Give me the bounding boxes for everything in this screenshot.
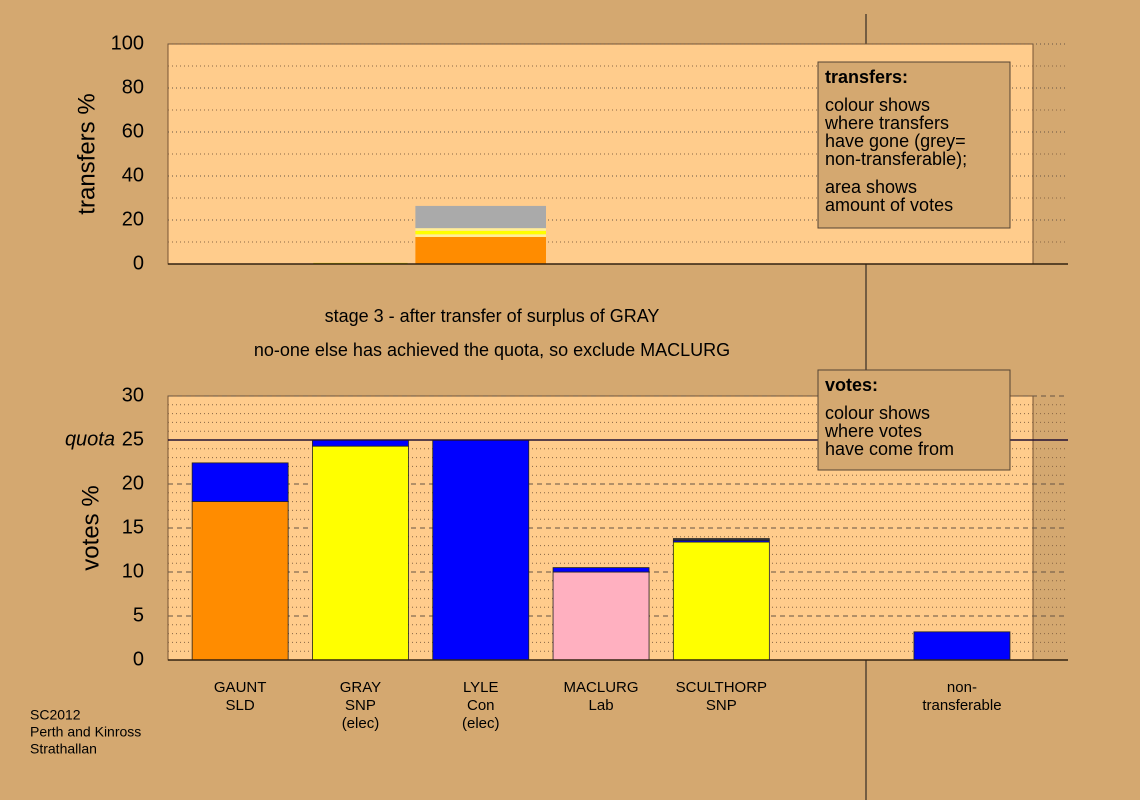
x-tick-label: transferable — [922, 697, 1001, 714]
bar-segment — [552, 567, 650, 573]
x-tick-label: SNP — [706, 697, 737, 714]
bar-segment — [672, 538, 770, 541]
x-tick-label: Con — [467, 697, 495, 714]
y-tick-label: 0 — [133, 252, 144, 274]
y-axis-label: transfers % — [73, 93, 100, 214]
x-tick-label: non- — [947, 679, 977, 696]
transfer-segment — [415, 205, 547, 229]
x-tick-label: (elec) — [342, 715, 380, 732]
note-text: area shows — [825, 177, 917, 197]
note-text: have gone (grey= — [825, 131, 966, 151]
note-text: non-transferable); — [825, 149, 967, 169]
transfer-segment — [415, 228, 547, 231]
y-tick-label: 25 — [122, 428, 144, 450]
bar-segment — [312, 445, 409, 661]
note-text: colour shows — [825, 403, 930, 423]
x-tick-label: Lab — [589, 697, 614, 714]
note-text: have come from — [825, 439, 954, 459]
note-text: where votes — [824, 421, 922, 441]
note-box — [817, 369, 1011, 471]
bar-segment — [913, 631, 1011, 661]
transfer-segment — [415, 236, 547, 264]
transfer-segment — [415, 230, 547, 235]
y-tick-label: 10 — [122, 560, 144, 582]
x-tick-label: (elec) — [462, 715, 500, 732]
x-tick-label: SLD — [226, 697, 255, 714]
y-tick-label: 5 — [133, 604, 144, 626]
note-title: transfers: — [825, 67, 908, 87]
transfer-segment — [415, 234, 547, 237]
quota-label: quota — [65, 428, 115, 450]
bar-segment — [552, 571, 650, 661]
y-tick-label: 100 — [111, 32, 144, 54]
note-box — [817, 61, 1011, 229]
y-tick-label: 15 — [122, 516, 144, 538]
y-tick-label: 0 — [133, 648, 144, 670]
footer: Perth and Kinross — [30, 724, 141, 740]
note-text: amount of votes — [825, 195, 953, 215]
bar-segment — [191, 501, 289, 661]
caption: no-one else has achieved the quota, so e… — [254, 340, 730, 360]
note-text: where transfers — [824, 113, 949, 133]
y-tick-label: 60 — [122, 120, 144, 142]
footer: SC2012 — [30, 707, 81, 723]
bar-segment — [312, 439, 409, 447]
y-axis-label: votes % — [77, 485, 104, 570]
y-tick-label: 30 — [122, 384, 144, 406]
x-tick-label: SNP — [345, 697, 376, 714]
caption: stage 3 - after transfer of surplus of G… — [325, 306, 660, 326]
x-tick-label: GAUNT — [214, 679, 267, 696]
x-tick-label: LYLE — [463, 679, 499, 696]
x-tick-label: GRAY — [340, 679, 381, 696]
bar-segment — [432, 439, 530, 661]
y-tick-label: 80 — [122, 76, 144, 98]
x-tick-label: SCULTHORP — [676, 679, 767, 696]
note-text: colour shows — [825, 95, 930, 115]
y-tick-label: 20 — [122, 208, 144, 230]
note-title: votes: — [825, 375, 878, 395]
bar-segment — [191, 462, 289, 503]
x-tick-label: MACLURG — [564, 679, 639, 696]
footer: Strathallan — [30, 741, 97, 757]
bar-segment — [672, 541, 770, 661]
y-tick-label: 40 — [122, 164, 144, 186]
y-tick-label: 20 — [122, 472, 144, 494]
